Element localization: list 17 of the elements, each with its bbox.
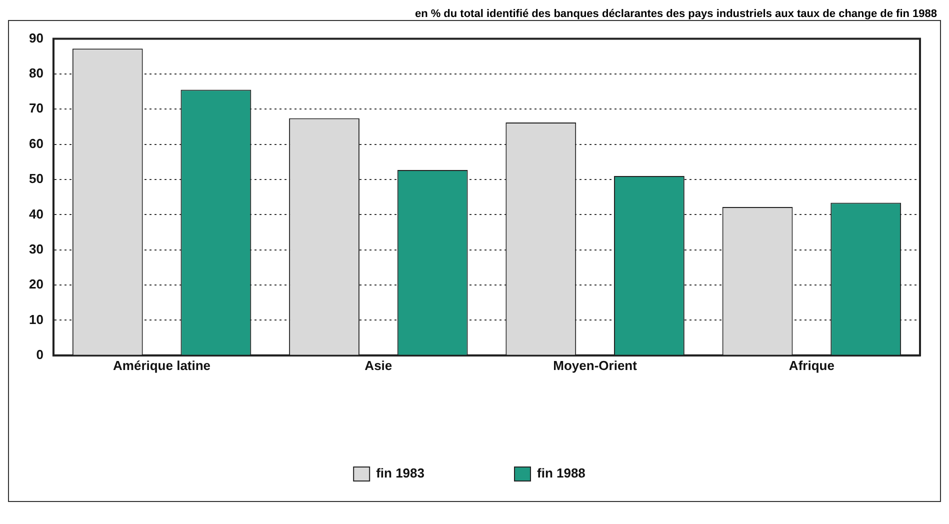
y-tick-label: 30 — [28, 241, 44, 256]
y-tick-label: 40 — [28, 206, 44, 222]
y-tick-label: 20 — [28, 276, 44, 292]
x-tick-label: Moyen-Orient — [553, 358, 638, 373]
legend-label: fin 1983 — [376, 466, 425, 481]
chart-subtitle: en % du total identifié des banques déclarantes des pays industriels aux taux de change de fin 1988 — [414, 8, 938, 20]
x-tick-label: Asie — [364, 358, 392, 373]
y-tick-label: 50 — [28, 171, 44, 186]
y-tick-label: 10 — [28, 312, 44, 327]
y-tick-label: 80 — [28, 66, 44, 81]
y-tick-label: 60 — [28, 136, 44, 151]
y-tick-label: 90 — [28, 30, 44, 46]
y-tick-label: 0 — [36, 346, 44, 362]
legend-label: fin 1988 — [537, 466, 586, 481]
y-tick-label: 70 — [28, 100, 44, 116]
x-tick-label: Afrique — [788, 358, 834, 373]
x-tick-label: Amérique latine — [113, 358, 211, 373]
